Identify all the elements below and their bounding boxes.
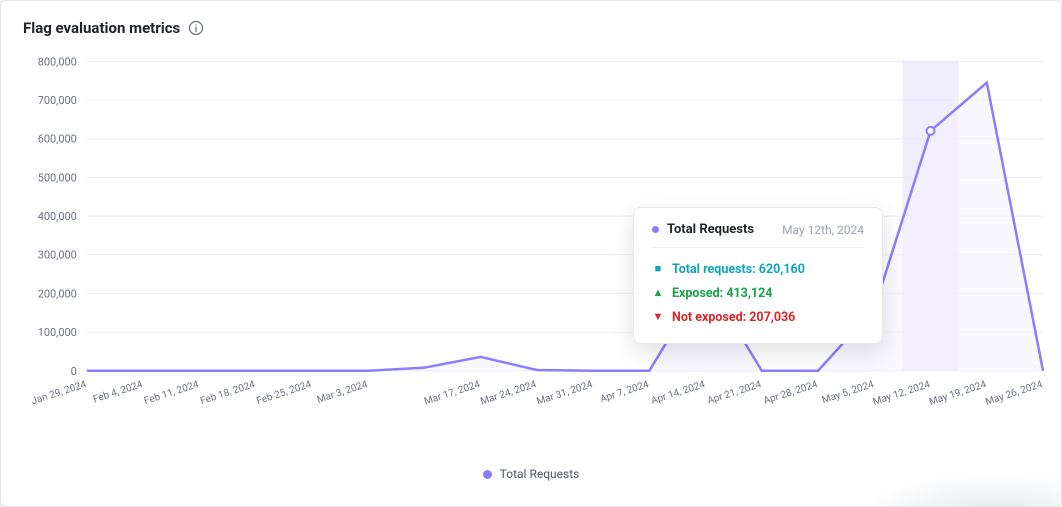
svg-text:Apr 14, 2024: Apr 14, 2024 (650, 379, 707, 407)
tooltip-rows: ■ Total requests: 620,160 ▲ Exposed: 413,12… (652, 258, 864, 329)
svg-text:Jan 29, 2024: Jan 29, 2024 (30, 379, 88, 407)
line-chart-svg: 0 100,000 200,000 300,000 400,000 500,000 600,… (1, 41, 1061, 461)
tooltip-dot-icon (652, 226, 659, 233)
tooltip-row-symbol-icon: ■ (652, 259, 664, 280)
svg-text:800,000: 800,000 (38, 55, 77, 68)
tooltip-date: May 12th, 2024 (782, 223, 864, 237)
svg-text:100,000: 100,000 (38, 326, 77, 339)
svg-text:Feb 18, 2024: Feb 18, 2024 (199, 379, 257, 407)
svg-text:Apr 7, 2024: Apr 7, 2024 (599, 379, 651, 405)
svg-text:May 5, 2024: May 5, 2024 (821, 379, 876, 406)
svg-text:400,000: 400,000 (38, 210, 77, 223)
card-header: Flag evaluation metrics (1, 1, 1061, 41)
svg-text:May 12, 2024: May 12, 2024 (872, 379, 932, 408)
svg-text:Mar 24, 2024: Mar 24, 2024 (479, 379, 538, 408)
svg-text:Mar 17, 2024: Mar 17, 2024 (423, 379, 482, 408)
tooltip-row-symbol-icon: ▲ (652, 283, 664, 304)
tooltip-row-text: Not exposed: 207,036 (672, 306, 795, 330)
tooltip-header: Total Requests May 12th, 2024 (652, 222, 864, 248)
info-icon[interactable] (188, 20, 204, 36)
tooltip-row-symbol-icon: ▼ (652, 307, 664, 328)
svg-text:500,000: 500,000 (38, 171, 77, 184)
svg-text:0: 0 (71, 365, 77, 378)
svg-text:Mar 3, 2024: Mar 3, 2024 (316, 379, 370, 406)
tooltip-row: ▼ Not exposed: 207,036 (652, 306, 864, 330)
svg-text:Apr 21, 2024: Apr 21, 2024 (706, 379, 763, 407)
chart-area[interactable]: 0 100,000 200,000 300,000 400,000 500,000 600,… (1, 41, 1061, 461)
tooltip-title: Total Requests (652, 222, 754, 237)
svg-text:Feb 25, 2024: Feb 25, 2024 (255, 379, 313, 407)
chart-legend: Total Requests (1, 461, 1061, 481)
metrics-card: Flag evaluation metrics 0 100,000 200,000 3… (0, 0, 1062, 507)
svg-text:May 26, 2024: May 26, 2024 (984, 379, 1044, 408)
legend-label: Total Requests (500, 467, 580, 481)
svg-text:Feb 11, 2024: Feb 11, 2024 (143, 379, 201, 407)
tooltip-row-text: Exposed: 413,124 (672, 282, 772, 306)
svg-text:May 19, 2024: May 19, 2024 (928, 379, 988, 408)
tooltip-title-text: Total Requests (667, 222, 754, 237)
svg-text:600,000: 600,000 (38, 133, 77, 146)
chart-tooltip: Total Requests May 12th, 2024 ■ Total req… (633, 207, 883, 344)
svg-text:700,000: 700,000 (38, 94, 77, 107)
svg-text:300,000: 300,000 (38, 249, 77, 262)
card-title: Flag evaluation metrics (23, 19, 180, 37)
legend-dot-icon (483, 470, 492, 479)
tooltip-row: ■ Total requests: 620,160 (652, 258, 864, 282)
tooltip-row: ▲ Exposed: 413,124 (652, 282, 864, 306)
svg-text:Mar 31, 2024: Mar 31, 2024 (535, 379, 594, 408)
svg-text:Feb 4, 2024: Feb 4, 2024 (92, 379, 144, 405)
tooltip-row-text: Total requests: 620,160 (672, 258, 805, 282)
svg-text:Apr 28, 2024: Apr 28, 2024 (762, 379, 819, 407)
svg-text:200,000: 200,000 (38, 287, 77, 300)
